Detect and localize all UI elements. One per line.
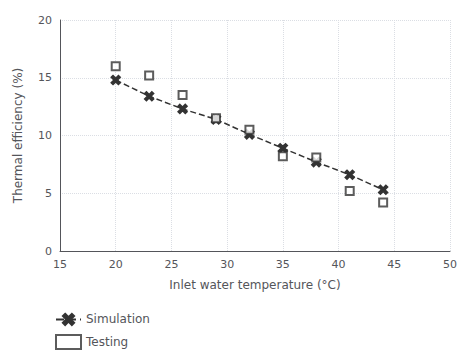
svg-text:50: 50 xyxy=(443,258,457,271)
svg-text:Inlet water temperature (°C): Inlet water temperature (°C) xyxy=(169,278,340,292)
svg-text:15: 15 xyxy=(53,258,67,271)
svg-text:Simulation: Simulation xyxy=(86,312,150,326)
svg-text:20: 20 xyxy=(109,258,123,271)
svg-text:30: 30 xyxy=(220,258,234,271)
svg-text:Thermal efficiency (%): Thermal efficiency (%) xyxy=(11,68,25,204)
svg-text:10: 10 xyxy=(38,129,52,142)
svg-text:20: 20 xyxy=(38,14,52,27)
svg-text:25: 25 xyxy=(164,258,178,271)
svg-text:40: 40 xyxy=(332,258,346,271)
svg-text:45: 45 xyxy=(387,258,401,271)
svg-text:15: 15 xyxy=(38,71,52,84)
svg-text:Testing: Testing xyxy=(85,335,128,349)
svg-text:5: 5 xyxy=(45,187,52,200)
svg-text:0: 0 xyxy=(45,245,52,258)
svg-text:35: 35 xyxy=(276,258,290,271)
